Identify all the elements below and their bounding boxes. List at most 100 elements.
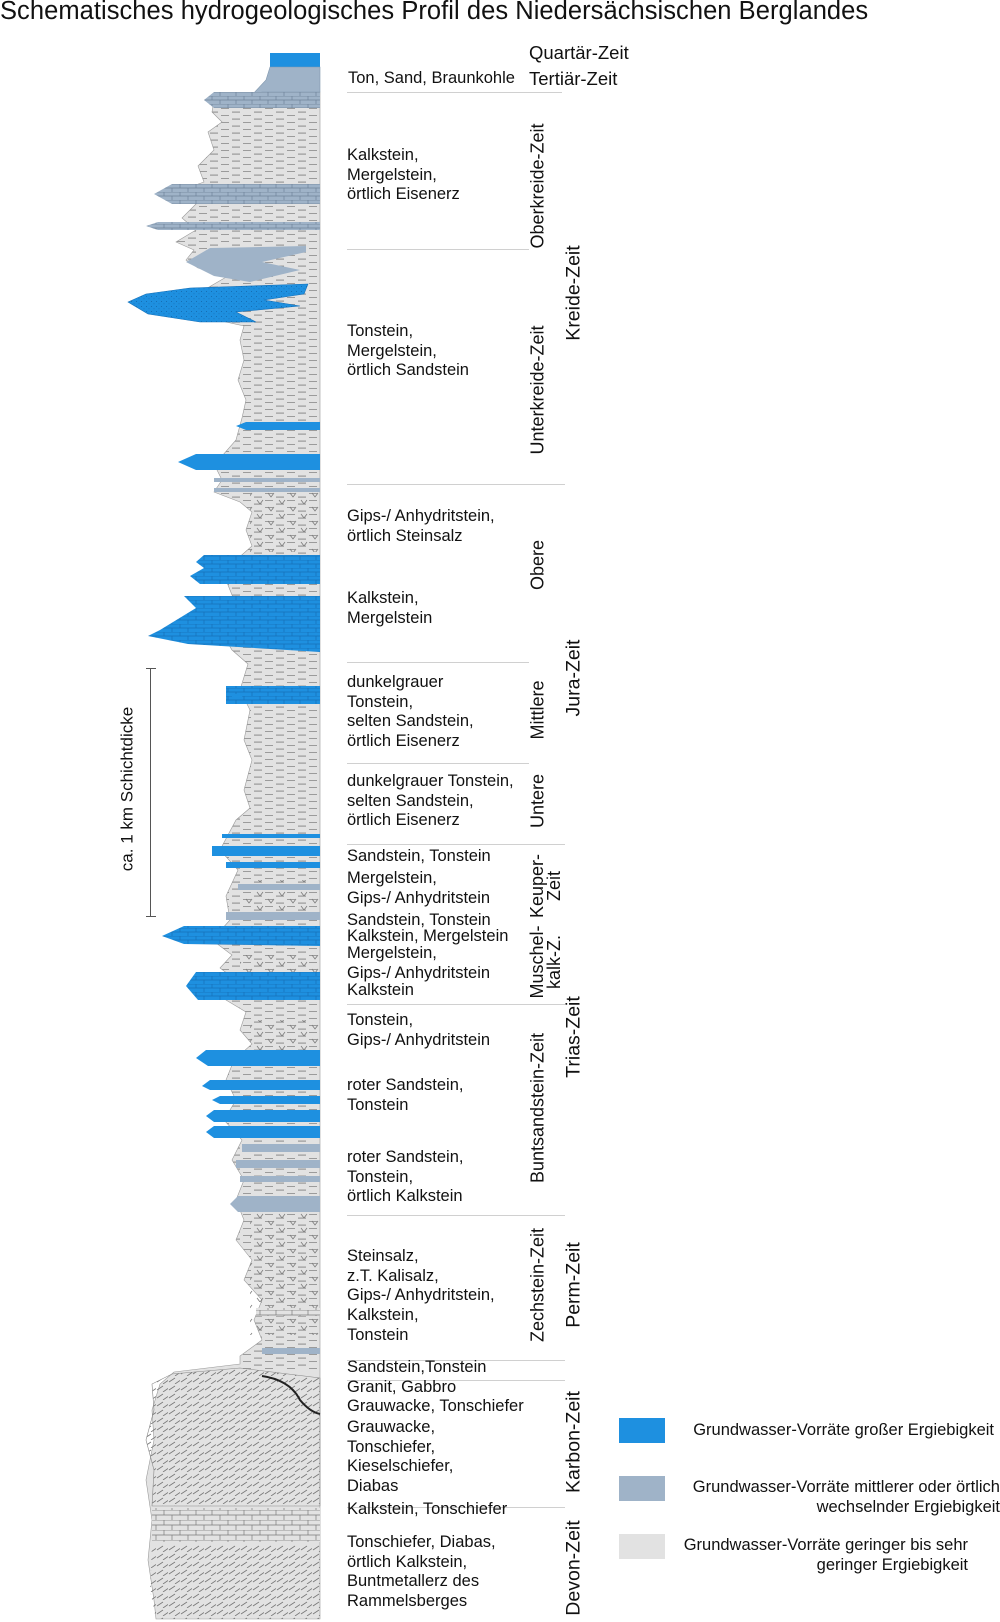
lithology-label: Kalkstein, Mergelstein [347,927,509,945]
keuper-band-2 [212,846,320,856]
limestone-band-zechstein [256,1308,320,1316]
separator [347,1215,565,1216]
lithology-label: Granit, Gabbro [347,1378,457,1396]
lithology-label: Tonstein, Mergelstein, örtlich Sandstein [347,322,469,380]
lithology-label: Steinsalz, z.T. Kalisalz, Gips-/ Anhydri… [347,1247,495,1344]
period-devon: Devon-Zeit [562,1520,585,1616]
diagram-title: Schematisches hydrogeologisches Profil d… [0,0,869,25]
buntsandstein-medium-band-3 [240,1176,320,1182]
basement-devon [150,1544,320,1619]
quartaer-label: Quartär-Zeit [529,42,629,63]
lithology-label: Grauwacke, Tonschiefer [347,1397,524,1415]
lithology-label: Gips-/ Anhydritstein, örtlich Steinsalz [347,507,495,545]
lithology-label: Sandstein,Tonstein [347,1358,487,1376]
lithology-label: Kalkstein [347,981,414,999]
lithology-label: roter Sandstein, Tonstein [347,1076,464,1114]
keuper-band-3 [226,862,320,868]
period-trias: Trias-Zeit [562,996,585,1078]
separator [347,763,529,764]
limestone-band-devon [152,1508,320,1542]
separator [347,249,529,250]
tertiaer-label: Tertiär-Zeit [529,68,618,89]
zechstein-medium-band [262,1348,320,1354]
period-perm: Perm-Zeit [562,1242,585,1328]
legend-swatch-low [619,1534,665,1559]
subperiod-oberkreide: Oberkreide-Zeit [527,123,548,249]
period-jura: Jura-Zeit [562,639,585,717]
legend-swatch-high [619,1418,665,1443]
subperiod-muschelkalk: Muschel- kalk-Z. [527,925,564,999]
jura-mittlere-band-2 [232,694,242,698]
lithology-label: Sandstein, Tonstein [347,911,491,929]
buntsandstein-band-3 [212,1096,320,1104]
period-karbon: Karbon-Zeit [562,1391,585,1493]
separator [347,1004,565,1005]
lithology-label: dunkelgrauer Tonstein, selten Sandstein,… [347,673,474,751]
buntsandstein-band-2 [202,1080,320,1090]
jura-limestone-1 [190,555,320,584]
gypsum-zone-muschelkalk [240,955,320,975]
subperiod-untere: Untere [527,773,548,829]
buntsandstein-medium-band-2 [236,1160,320,1168]
lithology-label: Mergelstein, Gips-/ Anhydritstein [347,869,491,907]
legend-label-high: Grundwasser-Vorräte großer Ergiebigkeit [693,1421,994,1439]
separator [347,844,565,845]
lithology-label: Kalkstein, Mergelstein, örtlich Eisenerz [347,146,460,204]
legend-swatch-medium [619,1476,665,1501]
buntsandstein-band-4 [206,1110,320,1122]
keuper-medium-band-1 [238,884,320,890]
subperiod-obere: Obere [527,539,548,591]
lithology-label: Kalkstein, Mergelstein [347,589,433,627]
subperiod-mittlere: Mittlere [527,680,548,740]
granite-intrusion [261,1375,321,1415]
lithology-label: dunkelgrauer Tonstein, selten Sandstein,… [347,772,514,830]
buntsandstein-band-1 [196,1050,320,1066]
lithology-label: Sandstein, Tonstein [347,847,491,865]
subperiod-unterkreide: Unterkreide-Zeit [527,325,548,455]
separator [347,1380,565,1381]
subperiod-keuper: Keuper- Zeit [527,853,564,919]
muschelkalk-limestone-1 [162,926,320,946]
lithology-label: Tonschiefer, Diabas, örtlich Kalkstein, … [347,1533,496,1611]
subperiod-zechstein: Zechstein-Zeit [527,1227,548,1343]
period-kreide: Kreide-Zeit [562,245,585,341]
unterkreide-sand-lens [127,283,309,323]
unterkreide-medium-band-2 [214,488,320,492]
keuper-band-1 [222,834,320,838]
buntsandstein-medium-band-1 [242,1144,320,1152]
keuper-medium-band-2 [226,912,320,920]
gypsum-zone-jura [250,490,320,552]
tertiary-layer [251,66,321,96]
scale-bar [146,668,156,917]
lithology-label: Mergelstein, Gips-/ Anhydritstein [347,944,491,982]
lithology-label: Tonstein, Gips-/ Anhydritstein [347,1011,491,1049]
separator [347,92,562,93]
legend-label-medium: Grundwasser-Vorräte mittlerer oder örtli… [692,1478,1000,1516]
lithology-label: Grauwacke, Tonschiefer, Kieselschiefer, … [347,1418,454,1496]
separator [347,1507,565,1508]
legend-label-low: Grundwasser-Vorräte geringer bis sehr ge… [683,1536,968,1574]
buntsandstein-band-5 [206,1126,320,1138]
basement-karbon [145,1367,321,1507]
buntsandstein-medium-band-4 [230,1196,320,1212]
oberkreide-limestone-1 [204,92,320,108]
gypsum-zone-buntsandstein [250,1020,320,1050]
scale-label: ca. 1 km Schichtdicke [117,706,137,872]
lithology-label: Ton, Sand, Braunkohle [348,69,515,87]
unterkreide-sand-band-2 [178,454,320,470]
separator [347,1360,565,1361]
gypsum-zone-zechstein [250,1210,320,1335]
jura-mittlere-band-1 [226,686,320,704]
lithology-label: Kalkstein, Tonschiefer [347,1500,508,1518]
separator [347,662,529,663]
muschelkalk-limestone-2 [186,972,320,1000]
oberkreide-limestone-2 [154,184,320,204]
subperiod-buntsandstein: Buntsandstein-Zeit [527,1032,548,1184]
oberkreide-medium-lens [186,246,306,282]
oberkreide-limestone-3 [146,222,320,230]
unterkreide-medium-band-1 [214,478,320,482]
unterkreide-sand-band-1 [236,422,320,430]
quaternary-layer [270,53,320,67]
jura-limestone-2 [148,596,320,652]
